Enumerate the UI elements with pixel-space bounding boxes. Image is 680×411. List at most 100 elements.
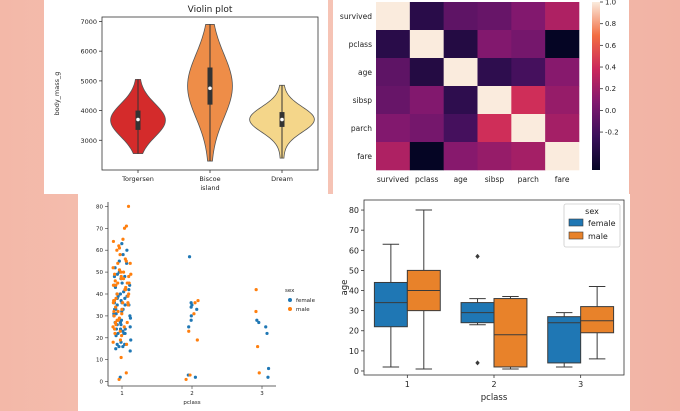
heatmap-cell xyxy=(376,142,411,171)
colorbar-tick-label: 0.4 xyxy=(605,64,617,72)
heatmap-cell xyxy=(443,142,478,171)
data-point xyxy=(120,334,124,338)
data-point xyxy=(192,312,196,316)
data-point xyxy=(196,298,200,303)
x-axis-label: pclass xyxy=(481,393,508,403)
heatmap-cell xyxy=(477,58,512,87)
data-point xyxy=(114,312,118,316)
box-body xyxy=(580,306,615,334)
data-point xyxy=(126,294,130,298)
heatmap-cell xyxy=(511,2,546,31)
legend-label: male xyxy=(588,232,608,241)
data-point xyxy=(118,252,122,257)
strip-panel: 0 10 20 30 40 50 60 70 80 1 2 3 pclass sex female male xyxy=(78,194,340,411)
y-tick-label: 4000 xyxy=(80,107,97,115)
colorbar-tick-label: 0.6 xyxy=(605,42,617,50)
colorbar xyxy=(592,2,600,170)
y-tick-label: 60 xyxy=(96,248,103,254)
column-label: age xyxy=(454,175,468,184)
heatmap-cell xyxy=(443,2,478,31)
legend-marker xyxy=(288,307,292,311)
row-label: fare xyxy=(357,152,372,161)
data-point xyxy=(122,331,126,336)
data-point xyxy=(126,303,130,307)
data-point xyxy=(111,266,115,270)
y-tick-label: 70 xyxy=(349,226,359,235)
data-point xyxy=(120,281,124,285)
y-tick-label: 5000 xyxy=(80,77,97,85)
data-point xyxy=(113,272,117,276)
heatmap-cell xyxy=(477,86,512,115)
heatmap-cell xyxy=(409,58,444,87)
data-point xyxy=(112,314,116,318)
data-point xyxy=(120,242,124,246)
data-point xyxy=(187,325,191,329)
heatmap-chart: survived survived pclass pclass age age sibsp s… xyxy=(340,0,619,184)
x-axis-label: island xyxy=(200,184,219,192)
data-point xyxy=(115,303,119,307)
data-point xyxy=(117,377,121,382)
data-point xyxy=(120,312,124,316)
data-point xyxy=(121,237,125,241)
heatmap-cell xyxy=(545,142,580,171)
data-point xyxy=(113,331,117,336)
heatmap-cell xyxy=(511,30,546,59)
colorbar-tick-label: 0.8 xyxy=(605,20,616,28)
colorbar-tick-label: 0.0 xyxy=(605,107,616,115)
data-point xyxy=(257,371,261,375)
box-body xyxy=(493,298,528,368)
data-point xyxy=(266,375,270,379)
data-point xyxy=(193,301,197,305)
data-point xyxy=(117,246,122,250)
column-label: survived xyxy=(377,175,409,184)
x-tick-label: 2 xyxy=(491,380,496,389)
data-point xyxy=(115,342,119,346)
row-label: sibsp xyxy=(353,96,373,105)
box-body xyxy=(547,316,582,364)
y-tick-label: 0 xyxy=(100,380,104,386)
row-label: age xyxy=(358,68,372,77)
heatmap-cell xyxy=(409,2,444,31)
column-label: pclass xyxy=(415,175,438,184)
y-tick-label: 20 xyxy=(349,327,359,336)
heatmap-cell xyxy=(545,114,580,143)
data-point xyxy=(116,281,120,285)
data-point xyxy=(123,296,127,300)
data-point xyxy=(118,320,123,325)
row-label: parch xyxy=(351,124,372,133)
data-point xyxy=(115,292,119,296)
row-label: survived xyxy=(340,12,372,21)
y-tick-label: 40 xyxy=(349,287,359,296)
violin-iqr xyxy=(207,67,213,105)
data-point xyxy=(123,303,127,307)
data-point xyxy=(195,338,199,342)
data-point xyxy=(128,261,132,265)
heatmap-cell xyxy=(409,86,444,115)
heatmap-cell xyxy=(443,30,478,59)
y-tick-label: 50 xyxy=(96,270,103,276)
data-point xyxy=(128,349,132,353)
heatmap-cell xyxy=(511,114,546,143)
y-tick-label: 80 xyxy=(96,204,103,210)
data-point xyxy=(118,329,122,333)
data-point xyxy=(118,338,123,342)
y-tick-label: 7000 xyxy=(80,18,97,26)
data-point xyxy=(257,320,261,325)
data-point xyxy=(119,277,124,281)
data-point xyxy=(124,224,129,228)
colorbar-tick-label: 0.2 xyxy=(605,85,616,93)
heatmap-cell xyxy=(376,2,411,31)
heatmap-cell xyxy=(545,2,580,31)
data-point xyxy=(114,323,118,327)
y-tick-label: 3000 xyxy=(80,137,97,145)
data-point xyxy=(119,270,123,274)
y-tick-label: 40 xyxy=(96,292,103,298)
x-tick-label: Dream xyxy=(271,175,293,183)
x-tick-label: 3 xyxy=(260,391,264,397)
data-point xyxy=(254,309,258,314)
box-body xyxy=(373,281,408,328)
data-point xyxy=(118,292,122,296)
y-tick-label: 6000 xyxy=(80,48,97,56)
data-point xyxy=(126,204,131,208)
data-point xyxy=(115,272,119,276)
